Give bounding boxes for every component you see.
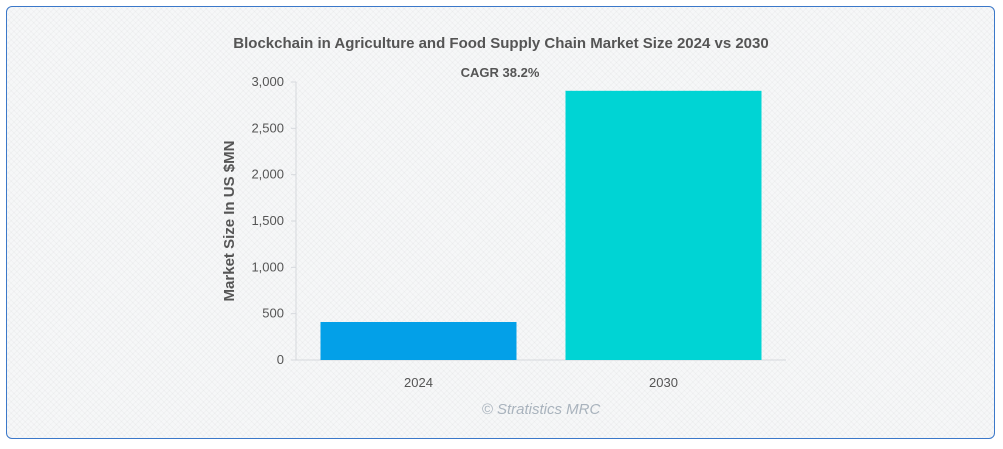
y-axis-label: Market Size In US $MN: [221, 141, 238, 302]
y-tick-label: 1,000: [251, 259, 284, 274]
y-tick-label: 500: [262, 306, 284, 321]
bars: [320, 90, 762, 360]
x-tick-label: 2024: [404, 375, 433, 390]
y-tick-label: 2,500: [251, 120, 284, 135]
x-axis-ticks: 2024 2030: [404, 375, 678, 390]
y-axis-ticks: 0 500 1,000 1,500 2,000 2,500 3,000: [251, 74, 296, 367]
y-tick-label: 0: [277, 352, 284, 367]
cagr-annotation: CAGR 38.2%: [461, 65, 540, 80]
x-tick-label: 2030: [649, 375, 678, 390]
y-tick-label: 2,000: [251, 167, 284, 182]
chart-title: Blockchain in Agriculture and Food Suppl…: [233, 35, 768, 52]
watermark: © Stratistics MRC: [482, 401, 601, 418]
bar-2024: [320, 322, 517, 360]
y-tick-label: 1,500: [251, 213, 284, 228]
y-tick-label: 3,000: [251, 74, 284, 89]
bar-2030: [565, 90, 762, 360]
chart-frame: [6, 6, 995, 439]
